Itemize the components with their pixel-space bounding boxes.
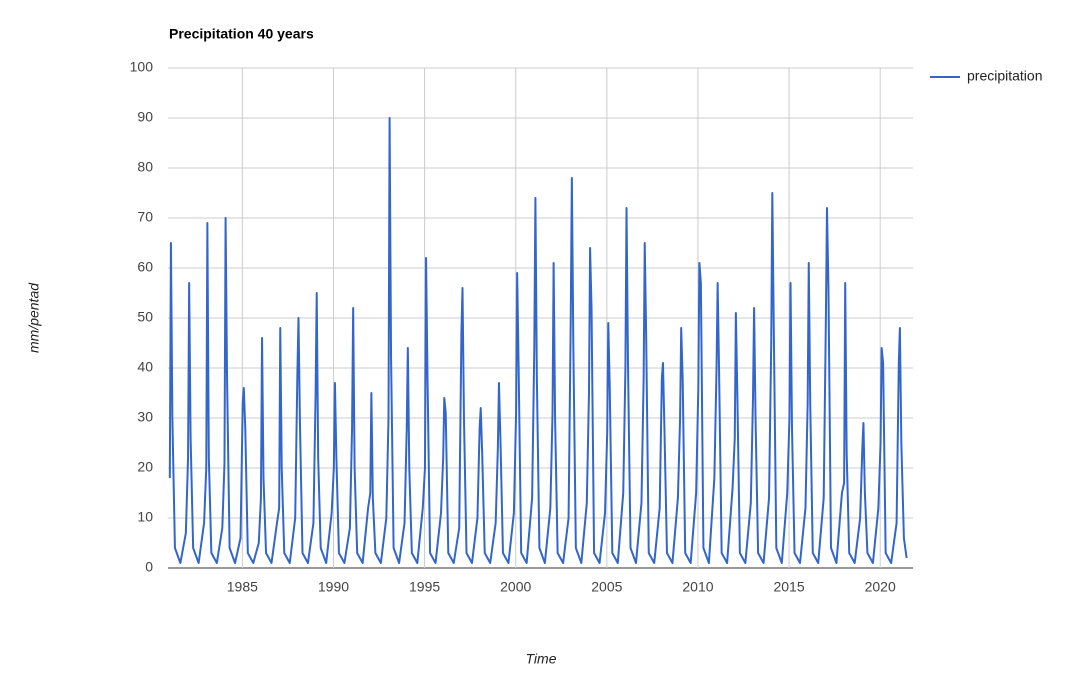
y-tick-label: 100 (130, 59, 154, 75)
y-tick-label: 50 (137, 309, 153, 325)
y-axis-label: mm/pentad (26, 282, 42, 353)
x-tick-label: 1995 (409, 579, 440, 595)
y-tick-label: 90 (137, 109, 153, 125)
x-tick-label: 1990 (318, 579, 349, 595)
legend-label: precipitation (967, 68, 1043, 84)
legend: precipitation (930, 68, 1043, 84)
x-tick-label: 2000 (500, 579, 531, 595)
y-tick-label: 80 (137, 159, 153, 175)
x-tick-label: 2015 (773, 579, 804, 595)
y-tick-label: 0 (145, 559, 153, 575)
data-line (168, 117, 908, 564)
y-tick-label: 10 (137, 509, 153, 525)
y-tick-label: 20 (137, 459, 153, 475)
plot-area (168, 117, 908, 564)
x-tick-label: 2010 (682, 579, 713, 595)
chart-title: Precipitation 40 years (169, 26, 314, 42)
y-tick-label: 30 (137, 409, 153, 425)
x-tick-label: 2005 (591, 579, 622, 595)
y-tick-label: 70 (137, 209, 153, 225)
y-tick-label: 60 (137, 259, 153, 275)
x-tick-label: 2020 (865, 579, 896, 595)
y-tick-label: 40 (137, 359, 153, 375)
x-tick-label: 1985 (227, 579, 258, 595)
x-axis-label: Time (526, 651, 557, 667)
